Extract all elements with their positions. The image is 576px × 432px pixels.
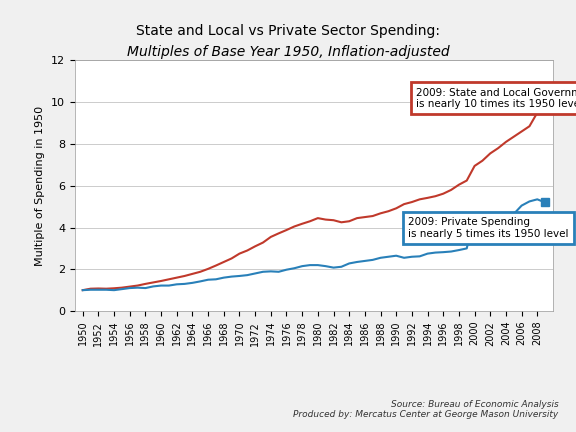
State and Local Spending — [541, 104, 548, 109]
State and Local Spending — [236, 251, 243, 256]
Private Spending — [541, 200, 548, 205]
State and Local Spending — [158, 278, 165, 283]
Text: State and Local vs Private Sector Spending:: State and Local vs Private Sector Spendi… — [136, 24, 440, 38]
Private Spending — [213, 277, 219, 282]
Text: Multiples of Base Year 1950, Inflation-adjusted: Multiples of Base Year 1950, Inflation-a… — [127, 45, 449, 59]
Line: Private Spending: Private Spending — [83, 199, 545, 290]
Text: 2009: State and Local Government Spending
is nearly 10 times its 1950 level: 2009: State and Local Government Spendin… — [416, 88, 576, 109]
Private Spending — [236, 273, 243, 279]
Text: 2009: Private Spending
is nearly 5 times its 1950 level: 2009: Private Spending is nearly 5 times… — [408, 217, 569, 238]
Text: Source: Bureau of Economic Analysis
Produced by: Mercatus Center at George Mason: Source: Bureau of Economic Analysis Prod… — [293, 400, 559, 419]
Private Spending — [534, 197, 541, 202]
Private Spending — [158, 283, 165, 288]
Y-axis label: Multiple of Spending in 1950: Multiple of Spending in 1950 — [36, 106, 46, 266]
Private Spending — [228, 274, 235, 279]
State and Local Spending — [197, 269, 204, 274]
State and Local Spending — [228, 256, 235, 261]
State and Local Spending — [79, 288, 86, 293]
Private Spending — [79, 288, 86, 293]
Private Spending — [369, 257, 376, 263]
Private Spending — [197, 279, 204, 284]
Line: State and Local Spending: State and Local Spending — [83, 106, 545, 290]
State and Local Spending — [369, 213, 376, 219]
State and Local Spending — [213, 263, 219, 268]
